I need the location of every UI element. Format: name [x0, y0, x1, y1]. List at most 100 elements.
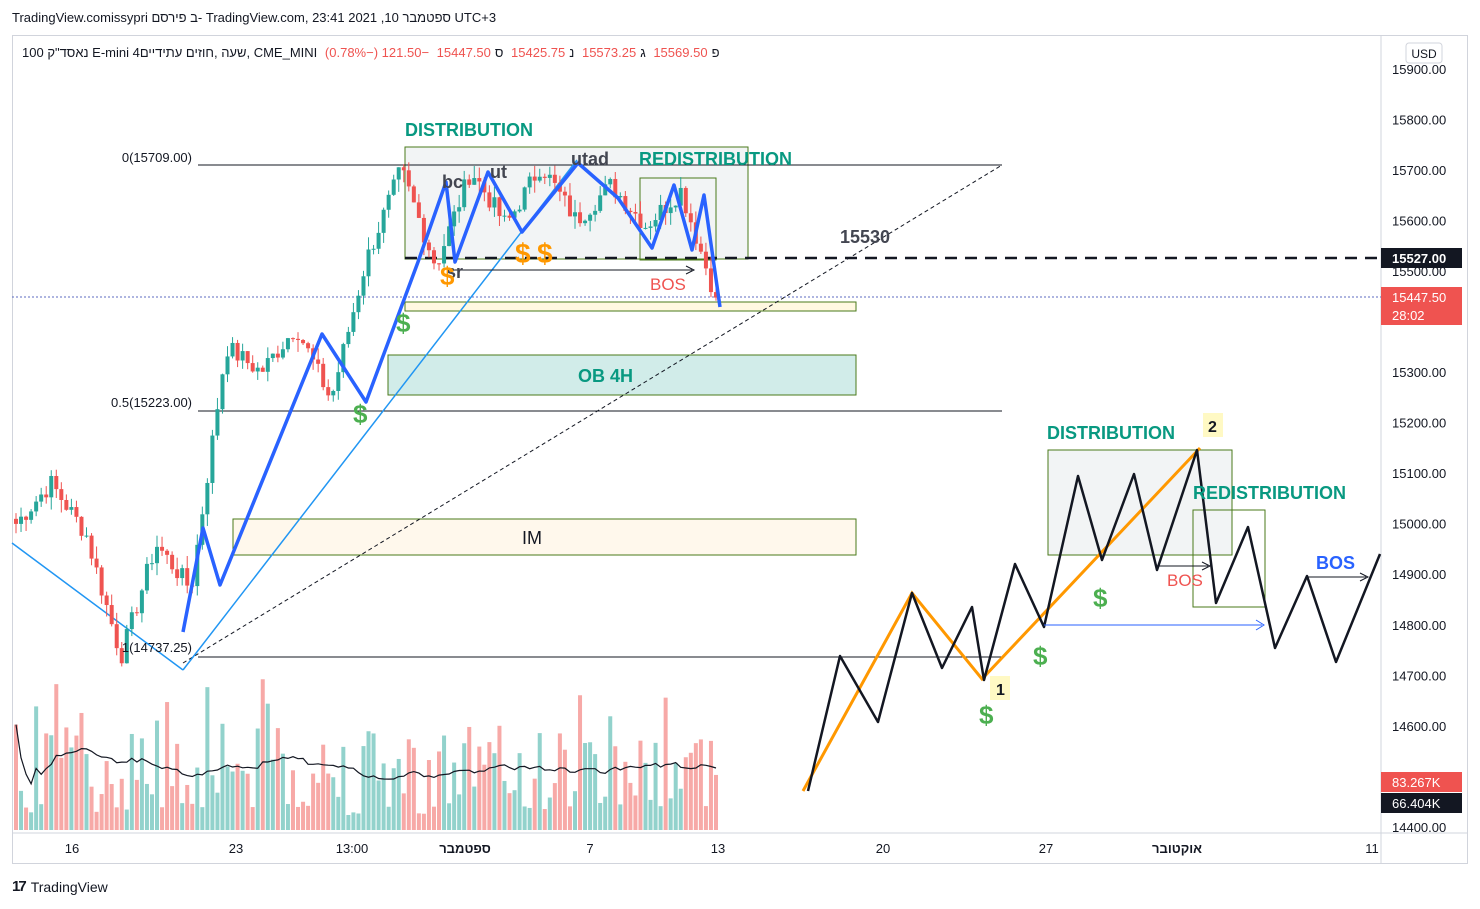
- candle-body: [437, 263, 442, 265]
- volume-bar: [200, 807, 205, 830]
- volume-bar: [230, 771, 235, 830]
- candle-body: [54, 475, 59, 490]
- volume-bar: [44, 733, 49, 830]
- volume-bar: [537, 733, 542, 830]
- volume-bar: [638, 740, 643, 830]
- fib-trendline[interactable]: [182, 164, 1003, 664]
- candle-body: [144, 563, 149, 591]
- candle-body: [668, 207, 673, 214]
- dollar-icon-g: $: [1093, 583, 1108, 613]
- num-2-bg: [1203, 413, 1223, 437]
- dollar-icon-d: $: [353, 399, 368, 429]
- candle-body: [547, 174, 552, 178]
- redistribution-box-2[interactable]: [1192, 509, 1266, 608]
- candle-body: [472, 178, 477, 185]
- candles-layer: [14, 162, 718, 667]
- trendline-down[interactable]: [11, 542, 184, 671]
- candle-body: [79, 516, 84, 536]
- candle-body: [628, 210, 633, 213]
- volume-bar: [180, 803, 185, 830]
- volume-bar: [341, 746, 346, 830]
- volume-bar: [84, 754, 89, 830]
- small-zone[interactable]: [404, 301, 857, 312]
- distribution-label-1: DISTRIBUTION: [405, 120, 533, 140]
- volume-bar: [572, 791, 577, 830]
- high-value: 15573.25: [581, 45, 637, 60]
- volume-bar: [578, 695, 583, 830]
- time-tick-label: אוקטובר: [1152, 841, 1202, 856]
- volume-bar: [109, 784, 114, 830]
- volume-bar: [431, 806, 436, 830]
- candle-body: [578, 212, 583, 224]
- volume-bar: [331, 777, 336, 830]
- volume-bar: [386, 806, 391, 830]
- time-tick-label: 11: [1365, 841, 1379, 856]
- countdown-value: 28:02: [1392, 308, 1425, 323]
- time-tick-label: 20: [876, 841, 890, 856]
- volume-bar: [623, 761, 628, 830]
- im-box[interactable]: [232, 518, 857, 556]
- ob-4h-box[interactable]: [387, 354, 857, 396]
- volume-bar: [442, 735, 447, 830]
- currency-button-label[interactable]: USD: [1411, 47, 1437, 61]
- candle-body: [633, 212, 638, 214]
- volume-bar: [99, 794, 104, 830]
- price-axis[interactable]: 15900.0015800.0015700.0015600.0015500.00…: [1392, 62, 1446, 835]
- volume-bar: [361, 746, 366, 830]
- bos-arrow-1-head: [685, 265, 696, 275]
- symbol-legend[interactable]: 100 נאסד"ק E-mini 4שעה ,חוזים עתידיים, C…: [22, 45, 724, 60]
- open-value: 15569.50: [653, 45, 708, 60]
- candle-body: [306, 343, 311, 349]
- candle-body: [210, 435, 215, 483]
- volume-bar: [280, 753, 285, 830]
- candle-body: [658, 204, 663, 221]
- volume-bar: [49, 735, 54, 830]
- volume-bar: [522, 806, 527, 830]
- currency-button[interactable]: [1405, 42, 1443, 64]
- candle-body: [119, 648, 124, 664]
- candle-body: [371, 248, 376, 250]
- volume-bar: [275, 728, 280, 830]
- candle-body: [235, 342, 240, 361]
- volume-bar: [472, 786, 477, 830]
- volume-bar: [693, 743, 698, 830]
- publish-header: TradingView.comissypri ב פירסם- TradingV…: [12, 10, 497, 25]
- trendline-up[interactable]: [182, 159, 578, 671]
- volume-bar: [54, 684, 59, 830]
- candle-body: [562, 191, 567, 196]
- volume-bar: [296, 806, 301, 830]
- candle-body: [517, 209, 522, 212]
- volume-bar: [512, 790, 517, 830]
- candle-body: [74, 507, 79, 517]
- candle-body: [170, 554, 175, 570]
- candle-body: [416, 202, 421, 218]
- candle-body: [638, 213, 643, 228]
- volume-bar: [356, 813, 361, 830]
- time-axis[interactable]: 16 23 13:00 ספטמבר 7 13 20 27 אוקטובר 11: [65, 841, 1379, 856]
- time-tick-label: 16: [65, 841, 79, 856]
- candle-body: [462, 179, 467, 208]
- candle-body: [411, 186, 416, 203]
- tradingview-logo[interactable]: 17 TradingView: [12, 878, 108, 895]
- volume-bar: [321, 744, 326, 830]
- bos-label-1: BOS: [650, 275, 686, 294]
- level-badge: [1381, 248, 1462, 268]
- volume-badge-2-value: 66.404K: [1392, 796, 1441, 811]
- volume-bar: [235, 763, 240, 830]
- candle-body: [487, 192, 492, 208]
- price-tick-label: 14400.00: [1392, 820, 1446, 835]
- candle-body: [401, 167, 406, 171]
- candle-body: [618, 196, 623, 198]
- volume-bar: [64, 727, 69, 830]
- candle-body: [49, 475, 54, 498]
- low-label: נ: [569, 45, 575, 60]
- chart-frame: [12, 35, 1468, 864]
- candle-body: [673, 205, 678, 208]
- candle-body: [593, 210, 598, 215]
- volume-bar: [170, 786, 175, 830]
- price-tick-label: 15200.00: [1392, 416, 1446, 431]
- symbol-name[interactable]: 100 נאסד"ק E-mini 4שעה ,חוזים עתידיים, C…: [22, 45, 318, 60]
- candle-body: [497, 197, 502, 217]
- volume-bar: [426, 760, 431, 830]
